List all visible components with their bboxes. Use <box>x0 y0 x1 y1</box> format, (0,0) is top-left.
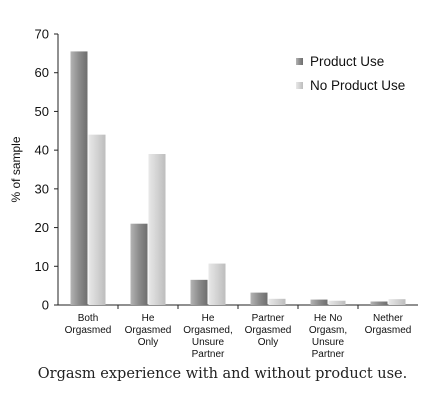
bar-no-product-use-3 <box>268 298 286 305</box>
bar-no-product-use-1 <box>148 154 166 305</box>
figure-caption: Orgasm experience with and without produ… <box>37 366 408 382</box>
x-category-label: He No Orgasm, Unsure Partner <box>309 313 347 360</box>
y-tick-label: 40 <box>35 143 49 158</box>
y-tick-label: 70 <box>35 27 49 42</box>
bar-product-use-0 <box>70 51 88 305</box>
legend-label: Product Use <box>310 54 384 69</box>
y-tick-label: 30 <box>35 181 49 196</box>
chart-axes: 0 10 20 30 40 50 60 70 % of sample <box>9 27 418 313</box>
bar-chart: 0 10 20 30 40 50 60 70 % of sample Both Orgasmed H… <box>9 27 418 360</box>
legend-swatch <box>296 82 303 89</box>
x-category-label: Partner Orgasmed Only <box>245 313 292 348</box>
y-axis-title: % of sample <box>9 136 23 202</box>
x-category-label: Both Orgasmed <box>65 313 112 336</box>
bar-no-product-use-4 <box>328 300 346 305</box>
legend-label: No Product Use <box>310 78 405 93</box>
x-category-label: He Orgasmed, Unsure Partner <box>183 313 232 360</box>
bar-product-use-3 <box>250 292 268 305</box>
bar-product-use-5 <box>370 301 388 305</box>
bar-product-use-2 <box>190 279 208 305</box>
bar-no-product-use-2 <box>208 263 226 305</box>
bar-no-product-use-5 <box>388 299 406 305</box>
chart-legend: Product Use No Product Use <box>296 54 405 93</box>
y-tick-label: 10 <box>35 259 49 274</box>
chart-bars <box>70 51 406 305</box>
x-category-label: Nether Orgasmed <box>365 313 412 336</box>
y-tick-label: 60 <box>35 65 49 80</box>
bar-product-use-4 <box>310 299 328 305</box>
y-tick-label: 20 <box>35 220 49 235</box>
x-category-label: He Orgasmed Only <box>125 313 172 348</box>
y-tick-label: 0 <box>42 298 49 313</box>
bar-no-product-use-0 <box>88 134 106 305</box>
bar-product-use-1 <box>130 223 148 305</box>
chart-labels: Both Orgasmed He Orgasmed Only He Orgasmed, Uns… <box>65 313 412 360</box>
legend-swatch <box>296 58 303 65</box>
y-tick-label: 50 <box>35 104 49 119</box>
